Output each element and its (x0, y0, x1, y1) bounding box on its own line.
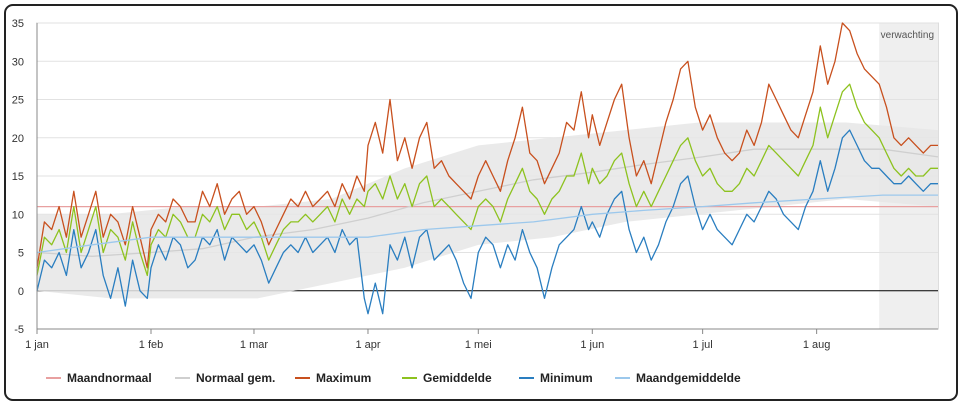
x-tick-label: 1 jan (25, 339, 49, 351)
x-tick-label: 1 apr (355, 339, 380, 351)
x-tick-label: 1 aug (803, 339, 831, 351)
series-maximum (36, 22, 938, 269)
legend: Maandnormaal Normaal gem. Maximum Gemiddeld… (46, 371, 741, 385)
x-tick-label: 1 jun (580, 339, 604, 351)
series-minimum (36, 129, 938, 315)
y-tick-label: 15 (12, 171, 24, 183)
series-maandgemiddelde (36, 194, 938, 254)
series-normaal-gem (36, 148, 939, 257)
legend-label: Gemiddelde (423, 371, 492, 385)
legend-label: Maximum (316, 371, 371, 385)
y-tick-label: 25 (12, 95, 24, 107)
normal-range-band (37, 122, 938, 299)
x-tick-label: 1 feb (139, 339, 163, 351)
y-tick-label: 10 (12, 209, 24, 221)
series-gemiddelde (36, 83, 938, 277)
forecast-label: verwachting (881, 30, 934, 41)
legend-label: Minimum (540, 371, 593, 385)
x-tick-label: 1 jul (693, 339, 713, 351)
y-tick-label: -5 (14, 324, 24, 336)
legend-label: Normaal gem. (196, 371, 275, 385)
y-tick-label: 0 (18, 286, 24, 298)
legend-label: Maandgemiddelde (636, 371, 741, 385)
y-tick-label: 35 (12, 18, 24, 30)
y-tick-label: 30 (12, 56, 24, 68)
legend-label: Maandnormaal (67, 371, 152, 385)
y-tick-label: 5 (18, 248, 24, 260)
x-tick-label: 1 mar (240, 339, 268, 351)
x-tick-label: 1 mei (465, 339, 492, 351)
y-tick-label: 20 (12, 133, 24, 145)
